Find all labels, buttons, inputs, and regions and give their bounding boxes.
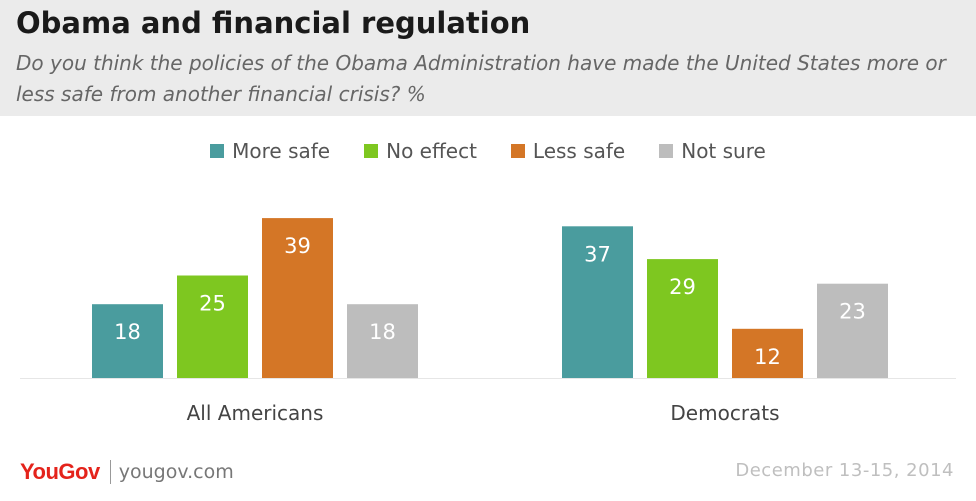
legend-swatch: [364, 144, 379, 158]
bar-value-label: 18: [114, 320, 141, 344]
chart-title: Obama and financial regulation: [16, 6, 531, 40]
survey-date: December 13-15, 2014: [735, 460, 954, 481]
legend-swatch: [659, 144, 674, 158]
site-url: yougov.com: [118, 461, 234, 483]
category-label: All Americans: [187, 401, 324, 425]
yougov-logo: You Gov yougov.com: [20, 458, 234, 486]
bar: [647, 259, 718, 378]
bar-chart: 18 25 39 18 All Americans 37 29 12 23 Democrats: [20, 218, 956, 425]
legend-item: More safe: [210, 139, 330, 163]
bar-value-label: 29: [669, 275, 696, 299]
legend-swatch: [210, 144, 225, 158]
legend-label: Less safe: [532, 139, 626, 163]
bar-value-label: 23: [839, 300, 866, 324]
category-label: Democrats: [670, 401, 779, 425]
bar: [347, 304, 418, 378]
legend-item: Less safe: [510, 139, 626, 163]
bar-value-label: 39: [284, 234, 311, 258]
legend-label: More safe: [232, 139, 331, 163]
bar: [817, 283, 888, 378]
legend-item: Not sure: [659, 139, 766, 163]
bar: [732, 328, 803, 378]
bar-value-label: 12: [754, 345, 781, 369]
bar: [177, 275, 248, 378]
bar-value-label: 18: [369, 320, 396, 344]
chart-subtitle: Do you think the policies of the Obama A…: [16, 51, 946, 106]
bar: [92, 304, 163, 378]
logo-divider: [109, 460, 111, 484]
legend-label: No effect: [386, 139, 477, 163]
legend-item: No effect: [364, 139, 477, 163]
bar: [562, 226, 633, 378]
bar-value-label: 37: [584, 242, 611, 266]
logo-you-text: You: [20, 459, 59, 484]
bar-value-label: 25: [199, 292, 226, 316]
bar: [262, 218, 333, 378]
header-band: Obama and financial regulation Do you th…: [0, 0, 976, 116]
legend-label: Not sure: [681, 139, 766, 163]
legend: More safe No effect Less safe Not sure: [0, 138, 976, 164]
logo-gov-text: Gov: [58, 459, 100, 484]
legend-swatch: [510, 144, 525, 158]
